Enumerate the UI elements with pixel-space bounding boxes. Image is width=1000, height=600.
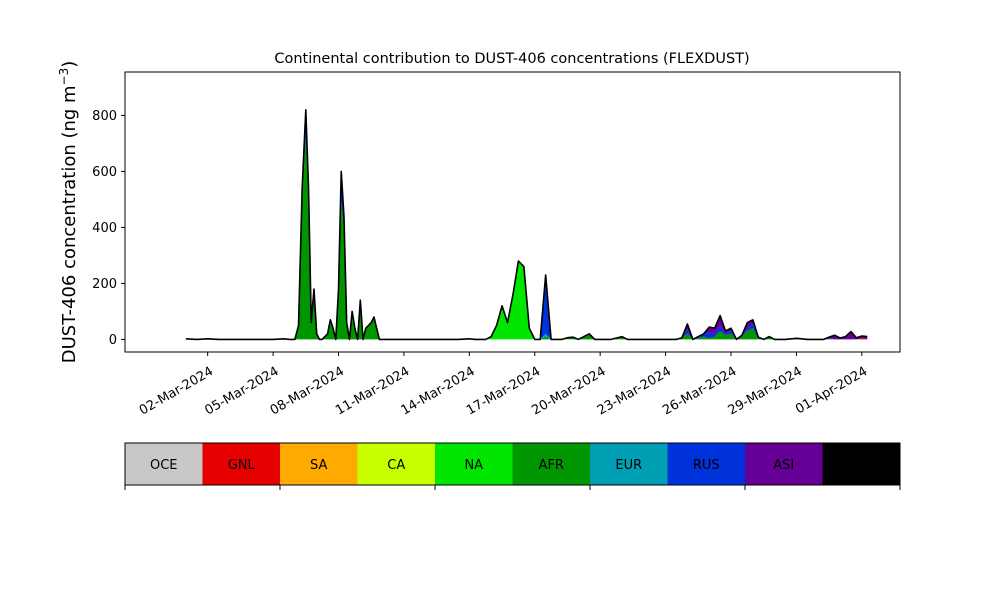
total-concentration-line (185, 109, 868, 341)
legend-label-ca: CA (387, 458, 405, 473)
plot-outline (185, 109, 868, 341)
chart-title: Continental contribution to DUST-406 con… (274, 51, 749, 67)
x-tick-label: 01-Apr-2024 (793, 364, 870, 417)
y-axis-label-exponent: −3 (57, 68, 71, 86)
legend-label-oce: OCE (150, 458, 178, 473)
legend-swatch-eur (590, 443, 668, 485)
legend-swatch-asi (745, 443, 823, 485)
y-axis-label: DUST-406 concentration (ng m−3) (57, 61, 80, 364)
legend-label-na: NA (464, 458, 483, 473)
legend-label-sa: SA (310, 458, 327, 473)
legend-swatch-rus (667, 443, 745, 485)
legend-label-asi: ASI (773, 458, 794, 473)
y-ticks: 0 200 400 600 800 (92, 109, 125, 348)
plot-frame (124, 71, 901, 353)
legend-swatch-sa (280, 443, 358, 485)
legend-swatch-oce (125, 443, 203, 485)
y-axis-label-main: DUST-406 concentration (ng m (59, 85, 80, 363)
legend-label-rus: RUS (693, 458, 720, 473)
legend-swatch-ca (357, 443, 435, 485)
y-tick-label: 400 (92, 221, 117, 236)
x-tick-label: 29-Mar-2024 (726, 364, 805, 418)
y-tick-label: 0 (109, 333, 117, 348)
legend-swatch-gnl (202, 443, 280, 485)
y-axis-label-close: ) (59, 61, 80, 68)
legend-label-gnl: GNL (228, 458, 256, 473)
legend-label-aus: AUS (848, 458, 875, 473)
x-ticks: 02-Mar-202405-Mar-202408-Mar-202411-Mar-… (137, 352, 870, 418)
legend-swatch-aus (822, 443, 900, 485)
y-tick-label: 800 (92, 109, 117, 124)
legend-swatch-afr (512, 443, 590, 485)
y-tick-label: 200 (92, 277, 117, 292)
legend-label-afr: AFR (539, 458, 564, 473)
y-tick-label: 600 (92, 165, 117, 180)
legend-frame (124, 442, 901, 486)
legend-swatch-na (435, 443, 513, 485)
region-colorbar-legend: OCE GNL SA CA NA AFR EUR RUS ASI AUS (124, 442, 901, 490)
legend-label-eur: EUR (615, 458, 642, 473)
